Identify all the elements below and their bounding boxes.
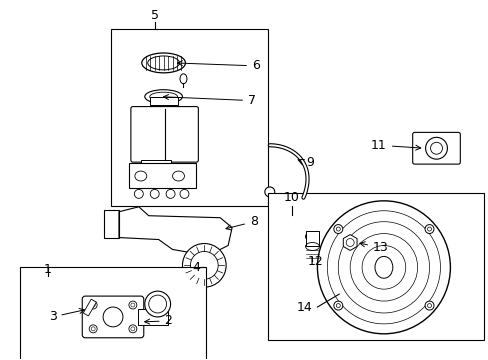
Text: 8: 8 bbox=[225, 215, 258, 230]
Text: 11: 11 bbox=[370, 139, 420, 152]
Text: 6: 6 bbox=[177, 59, 259, 72]
Bar bbox=[138, 309, 167, 325]
Text: 10: 10 bbox=[283, 192, 299, 204]
Circle shape bbox=[144, 291, 170, 317]
Bar bbox=[111, 29, 267, 206]
Circle shape bbox=[129, 325, 137, 333]
Circle shape bbox=[89, 325, 97, 333]
Circle shape bbox=[190, 251, 218, 279]
Circle shape bbox=[182, 243, 225, 287]
FancyBboxPatch shape bbox=[131, 107, 198, 162]
Bar bbox=[267, 193, 483, 340]
Circle shape bbox=[427, 227, 430, 231]
Ellipse shape bbox=[374, 256, 392, 278]
Circle shape bbox=[425, 137, 447, 159]
Circle shape bbox=[103, 307, 122, 327]
FancyBboxPatch shape bbox=[82, 296, 143, 338]
Text: 2: 2 bbox=[144, 314, 172, 327]
Text: 14: 14 bbox=[296, 301, 312, 314]
Text: 7: 7 bbox=[163, 94, 255, 107]
Text: 13: 13 bbox=[359, 241, 388, 254]
Bar bbox=[141, 160, 170, 172]
Ellipse shape bbox=[135, 171, 146, 181]
Circle shape bbox=[333, 225, 342, 234]
Circle shape bbox=[264, 187, 274, 197]
Circle shape bbox=[166, 189, 175, 198]
Circle shape bbox=[424, 301, 433, 310]
Circle shape bbox=[424, 225, 433, 234]
Ellipse shape bbox=[144, 90, 182, 104]
Bar bbox=[129, 163, 196, 188]
Circle shape bbox=[89, 301, 97, 309]
Circle shape bbox=[129, 301, 137, 309]
Bar bbox=[20, 267, 206, 360]
Circle shape bbox=[333, 301, 342, 310]
Bar bbox=[305, 231, 319, 247]
Text: 9: 9 bbox=[306, 156, 314, 168]
Text: 1: 1 bbox=[43, 263, 51, 276]
Circle shape bbox=[336, 227, 340, 231]
Ellipse shape bbox=[180, 74, 186, 84]
Circle shape bbox=[317, 201, 449, 334]
Circle shape bbox=[427, 303, 430, 307]
Bar bbox=[149, 96, 177, 105]
Ellipse shape bbox=[142, 53, 185, 73]
Text: 4: 4 bbox=[192, 261, 200, 274]
Circle shape bbox=[336, 303, 340, 307]
Bar bbox=[150, 172, 161, 180]
Bar bbox=[83, 299, 96, 316]
Circle shape bbox=[150, 189, 159, 198]
Circle shape bbox=[134, 189, 143, 198]
Circle shape bbox=[180, 189, 188, 198]
Text: 12: 12 bbox=[307, 255, 323, 268]
Text: 5: 5 bbox=[150, 9, 159, 22]
Ellipse shape bbox=[172, 171, 184, 181]
Ellipse shape bbox=[305, 231, 319, 242]
Text: 3: 3 bbox=[48, 309, 84, 323]
FancyBboxPatch shape bbox=[412, 132, 459, 164]
